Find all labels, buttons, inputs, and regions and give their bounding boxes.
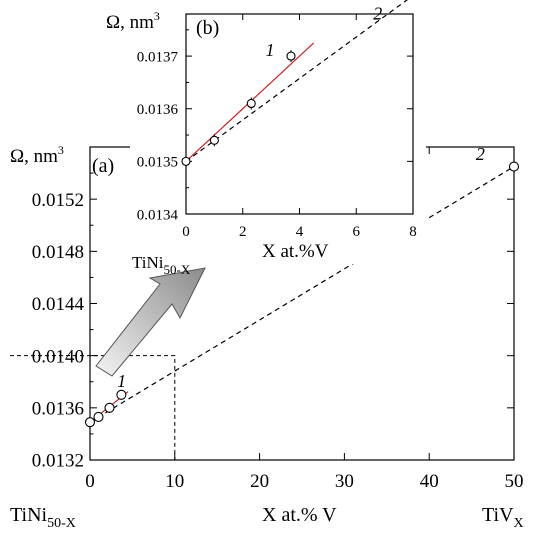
main-x-tick-label: 30 — [335, 471, 354, 492]
main-y-tick-label: 0.0136 — [32, 398, 84, 419]
inset-data-point — [181, 156, 191, 166]
inset-series-2-line — [185, 0, 408, 162]
inset-x-axis-label: X at.%V — [262, 241, 329, 262]
main-y-tick-label: 0.0144 — [32, 294, 85, 315]
main-data-point — [93, 411, 104, 423]
inset-data-point — [209, 135, 219, 145]
inset-chart: 0.0134 0.0135 0.0136 0.0137 0 2 4 6 8 Ω, nm3 (b… — [106, 0, 426, 277]
inset-x-tick-label: 6 — [353, 224, 361, 240]
main-x-right-label: TiVX — [482, 504, 524, 531]
main-y-tick-label: 0.0148 — [32, 242, 84, 263]
main-series-2-label: 2 — [476, 144, 485, 164]
inset-panel-label: (b) — [196, 17, 219, 39]
inset-background — [130, 6, 426, 264]
main-y-tick-label: 0.0140 — [32, 346, 84, 367]
inset-series-1-label: 1 — [265, 40, 274, 60]
inset-y-tick-label: 0.0136 — [137, 102, 179, 118]
inset-x-tick-label: 4 — [296, 224, 304, 240]
inset-x-left-label: TiNi50-X — [132, 253, 191, 277]
inset-y-axis-label: Ω, nm3 — [106, 9, 160, 33]
main-y-axis-label: Ω, nm3 — [10, 143, 64, 167]
main-x-tick-label: 40 — [420, 471, 439, 492]
inset-y-tick-label: 0.0134 — [137, 207, 179, 223]
main-series-1-label: 1 — [117, 371, 126, 391]
main-x-tick-label: 20 — [250, 471, 269, 492]
main-x-tick-label: 10 — [165, 471, 184, 492]
inset-x-tick-label: 2 — [239, 224, 247, 240]
main-data-point — [84, 417, 96, 428]
inset-data-point — [286, 51, 296, 61]
main-y-tick-label: 0.0132 — [32, 451, 84, 472]
inset-series-2-label: 2 — [373, 3, 382, 23]
main-data-point — [104, 402, 115, 413]
main-series-2-line — [89, 166, 515, 423]
main-panel-label: (a) — [92, 155, 114, 177]
main-zoom-region — [10, 355, 176, 460]
main-data-point — [116, 389, 127, 400]
main-x-left-label: TiNi50-X — [10, 504, 76, 531]
main-x-tick-label: 0 — [85, 471, 95, 492]
inset-y-tick-label: 0.0137 — [137, 49, 179, 65]
main-x-axis-label: X at.% V — [262, 504, 337, 526]
zoom-arrow — [95, 267, 206, 377]
main-x-tick-label: 50 — [505, 471, 524, 492]
main-data-point — [508, 161, 520, 172]
inset-x-tick-label: 0 — [182, 224, 190, 240]
main-y-axis-label-sup: 3 — [58, 143, 64, 157]
inset-y-tick-label: 0.0135 — [137, 155, 178, 171]
inset-x-tick-label: 8 — [409, 224, 417, 240]
main-y-tick-label: 0.0152 — [32, 190, 84, 211]
inset-data-point — [246, 98, 256, 109]
